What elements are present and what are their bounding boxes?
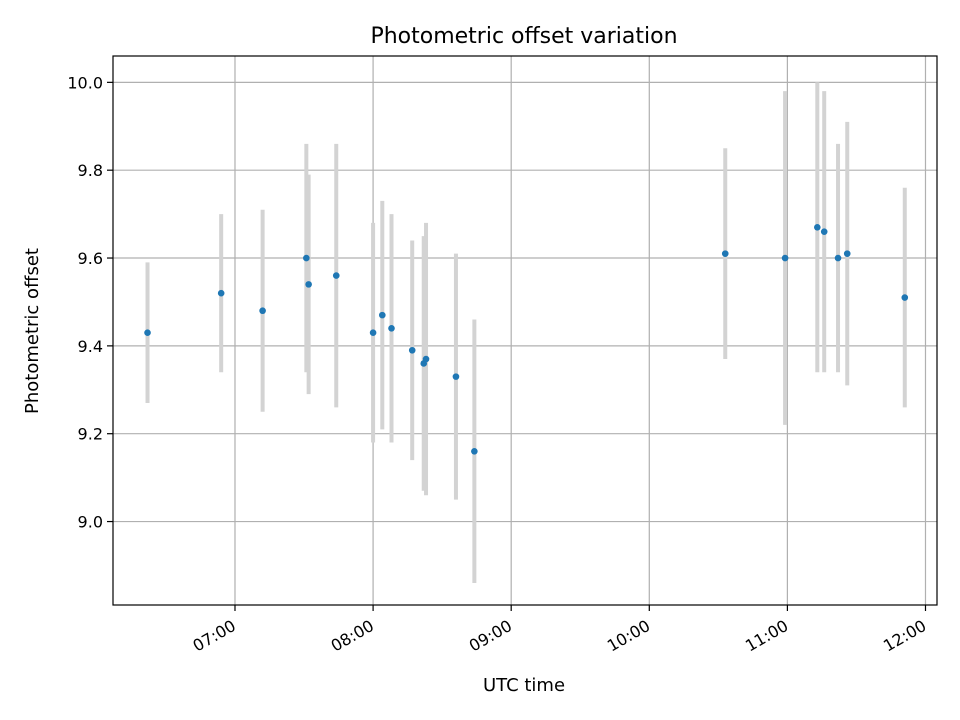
- y-axis-ticks: 9.0 9.2 9.4 9.6 9.8 10.0: [67, 73, 113, 532]
- y-tick-label: 9.4: [78, 337, 103, 356]
- data-point: [820, 228, 828, 235]
- y-tick-label: 9.8: [78, 161, 103, 180]
- data-point: [843, 250, 851, 257]
- data-point: [369, 329, 377, 336]
- y-tick-label: 9.6: [78, 249, 103, 268]
- data-point: [422, 355, 430, 363]
- data-point: [305, 281, 312, 288]
- chart-title: Photometric offset variation: [370, 24, 677, 49]
- y-axis-label: Photometric offset: [22, 248, 43, 414]
- data-point: [834, 254, 842, 262]
- data-point: [303, 254, 310, 262]
- data-point: [721, 250, 729, 257]
- plot-area-frame: [112, 55, 938, 606]
- data-point: [901, 294, 909, 301]
- data-point: [378, 311, 386, 319]
- data-point: [388, 325, 395, 332]
- data-point: [452, 373, 460, 380]
- y-tick-label: 9.0: [78, 513, 103, 532]
- y-tick-label: 10.0: [67, 73, 103, 92]
- data-point: [332, 272, 340, 279]
- data-point: [408, 346, 416, 354]
- data-point: [781, 254, 789, 262]
- data-point: [259, 307, 266, 315]
- x-axis-label: UTC time: [483, 675, 565, 696]
- data-points: [144, 223, 909, 455]
- data-point: [814, 223, 821, 231]
- data-point: [217, 289, 225, 297]
- y-tick-label: 9.2: [78, 425, 103, 444]
- data-point: [144, 329, 151, 336]
- data-point: [471, 447, 478, 455]
